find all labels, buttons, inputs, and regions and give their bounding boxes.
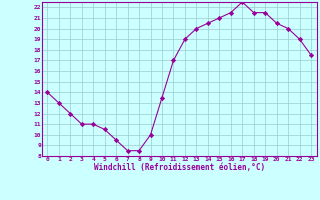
X-axis label: Windchill (Refroidissement éolien,°C): Windchill (Refroidissement éolien,°C)	[94, 163, 265, 172]
